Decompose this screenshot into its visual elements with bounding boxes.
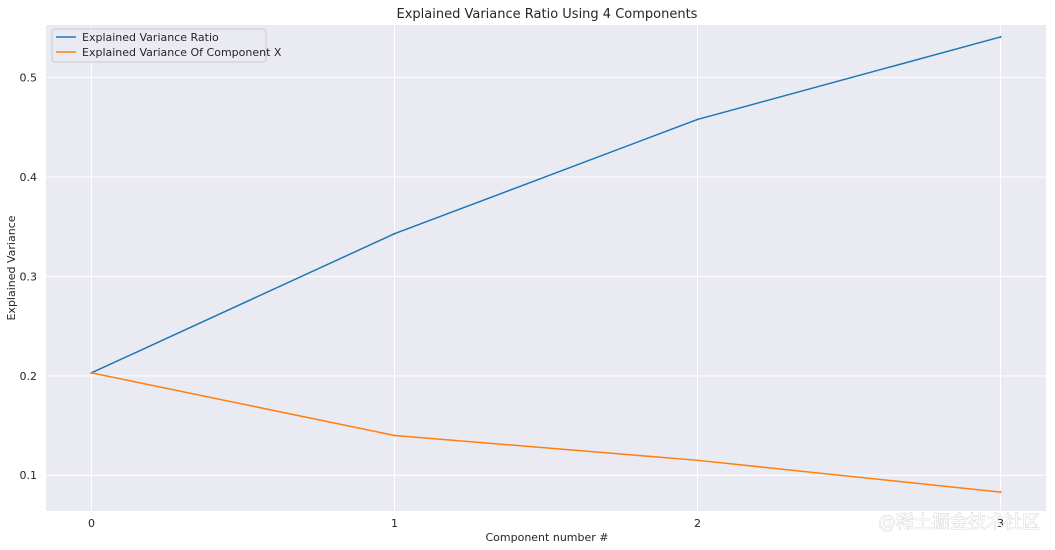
x-tick-labels: 0 1 2 3 (88, 517, 1004, 530)
y-tick-label-0.5: 0.5 (20, 72, 38, 85)
x-tick-label-3: 3 (997, 517, 1004, 530)
y-tick-label-0.3: 0.3 (20, 270, 38, 283)
series-line-1 (91, 372, 1001, 493)
y-tick-label-0.1: 0.1 (20, 469, 38, 482)
legend-box (51, 28, 267, 63)
series-1-point-3 (999, 491, 1002, 494)
legend-label-0: Explained Variance Ratio (82, 31, 219, 44)
series-1-point-1 (393, 434, 396, 437)
y-axis-title: Explained Variance (5, 215, 18, 320)
grid-lines (46, 25, 1046, 511)
series-1-point-0 (90, 371, 93, 374)
plot-area (46, 25, 1046, 511)
legend-label-1: Explained Variance Of Component X (82, 46, 282, 59)
legend: Explained Variance Ratio Explained Varian… (51, 28, 282, 63)
x-tick-label-1: 1 (391, 517, 398, 530)
series-0-point-2 (696, 118, 699, 121)
series-lines (90, 35, 1002, 494)
watermark-text: @稀土掘金技术社区 (878, 512, 1040, 533)
chart-title: Explained Variance Ratio Using 4 Compone… (397, 7, 698, 22)
series-0-point-3 (999, 35, 1002, 38)
series-0-point-1 (393, 232, 396, 235)
y-tick-labels: 0.1 0.2 0.3 0.4 0.5 (20, 72, 38, 483)
y-tick-label-0.2: 0.2 (20, 370, 38, 383)
y-tick-label-0.4: 0.4 (20, 171, 38, 184)
series-line-0 (91, 36, 1001, 374)
x-tick-label-2: 2 (694, 517, 701, 530)
x-axis-title: Component number # (485, 531, 608, 544)
x-tick-label-0: 0 (88, 517, 95, 530)
series-1-point-2 (696, 459, 699, 462)
